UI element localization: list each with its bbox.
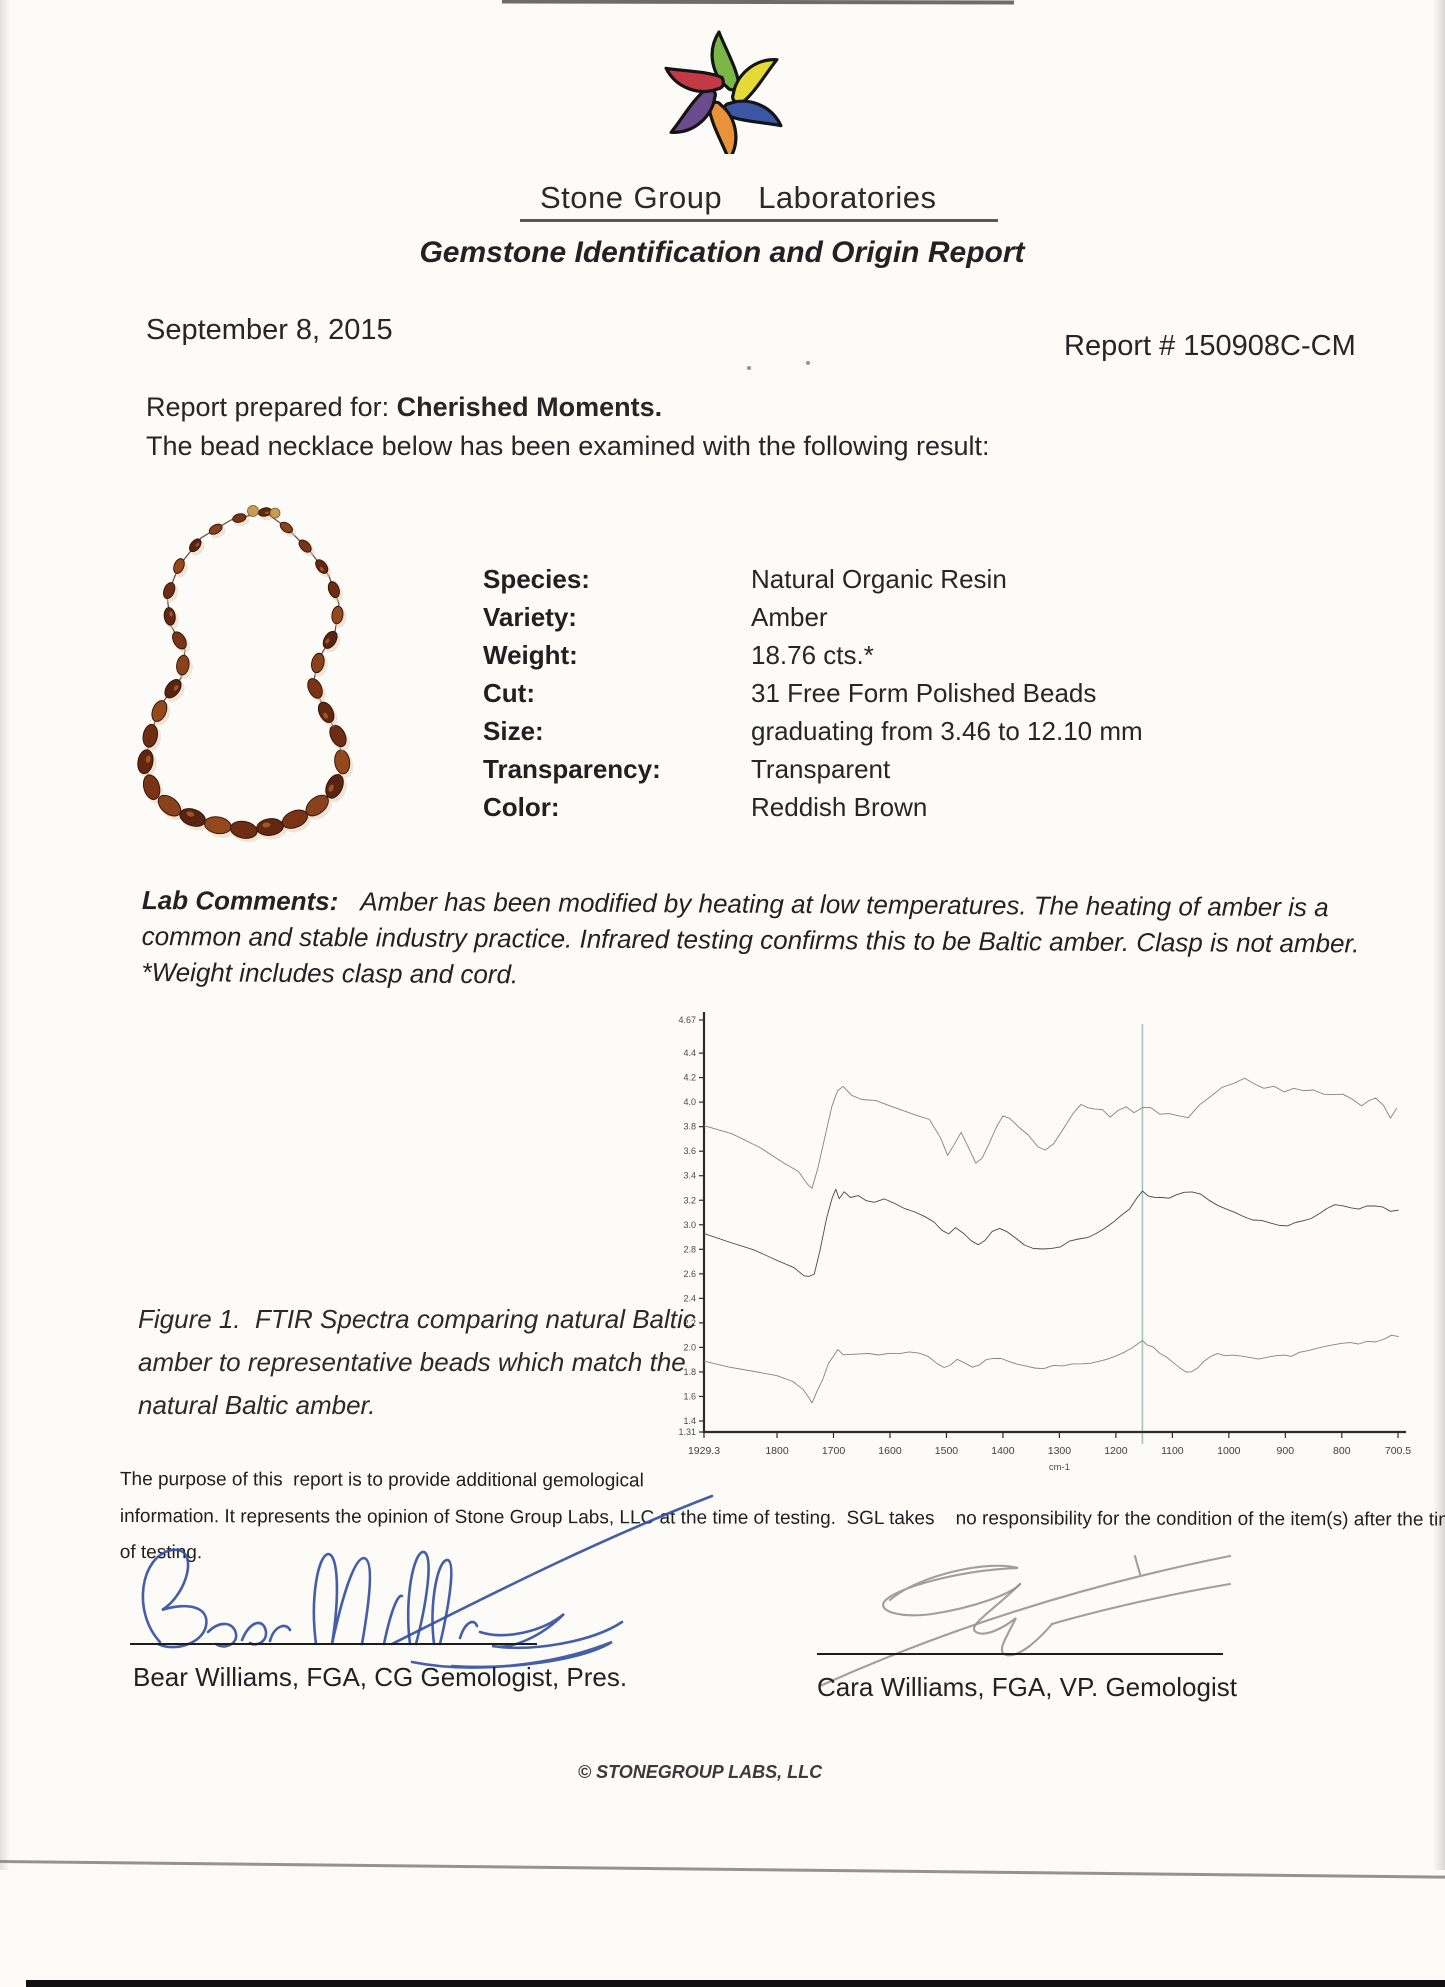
field-label: Transparency: (483, 754, 661, 784)
svg-text:1300: 1300 (1048, 1445, 1072, 1457)
field-row-variety: Variety: Amber (483, 598, 1143, 636)
examination-statement: The bead necklace below has been examine… (146, 431, 990, 461)
prepared-for-label: Report prepared for: (146, 392, 397, 422)
field-value: Natural Organic Resin (751, 564, 1007, 594)
svg-text:1500: 1500 (935, 1445, 959, 1457)
svg-text:1800: 1800 (765, 1445, 789, 1457)
signature-line-left (130, 1643, 537, 1645)
lab-comments-text: Amber has been modified by heating at lo… (360, 886, 1329, 923)
brand-name: Stone Group Laboratories (540, 180, 937, 216)
field-value: Reddish Brown (751, 792, 928, 822)
field-row-color: Color: Reddish Brown (483, 788, 1143, 826)
signatory-name-cara-williams: Cara Williams, FGA, VP. Gemologist (817, 1672, 1237, 1702)
scan-edge-right (1433, 0, 1445, 1870)
scanner-bottom-strip (26, 1980, 1445, 1987)
brand-underline (520, 219, 998, 222)
cara-williams-signature-ink (818, 1554, 1232, 1688)
svg-text:1.31: 1.31 (678, 1427, 696, 1437)
signatory-name-bear-williams: Bear Williams, FGA, CG Gemologist, Pres. (133, 1662, 628, 1692)
svg-text:700.5: 700.5 (1385, 1445, 1411, 1457)
figure-caption-line: natural Baltic amber. (138, 1390, 376, 1420)
svg-text:2.2: 2.2 (683, 1318, 696, 1328)
lab-comments: Lab Comments: Amber has been modified by … (141, 882, 1382, 998)
lab-comments-label: Lab Comments: (141, 884, 339, 917)
prepared-for-line: Report prepared for: Cherished Moments. (146, 388, 990, 427)
field-row-transparency: Transparency: Transparent (483, 750, 1143, 788)
lab-comments-line: *Weight includes clasp and cord. (141, 956, 519, 990)
report-title: Gemstone Identification and Origin Repor… (419, 236, 1025, 269)
field-row-cut: Cut: 31 Free Form Polished Beads (483, 674, 1143, 712)
field-label: Species: (483, 564, 590, 594)
report-date: September 8, 2015 (146, 314, 393, 346)
svg-text:900: 900 (1277, 1445, 1295, 1457)
svg-text:1.6: 1.6 (683, 1391, 696, 1401)
svg-text:1200: 1200 (1104, 1445, 1128, 1457)
svg-text:2.8: 2.8 (683, 1244, 696, 1254)
svg-text:3.2: 3.2 (683, 1195, 696, 1205)
ftir-spectra-chart: 4.67 4.4 4.2 4.0 3.8 3.6 3.4 3.2 3.0 2.8 2.6 2.4 2.2… (678, 1012, 1411, 1473)
brand-word-group: Group (633, 180, 723, 215)
field-label: Variety: (483, 602, 577, 632)
field-value: Amber (751, 602, 828, 632)
svg-text:1000: 1000 (1217, 1445, 1241, 1457)
field-value: 18.76 cts.* (751, 640, 874, 670)
page-bottom-edge (0, 1860, 1445, 1879)
brand-word-laboratories: Laboratories (758, 180, 937, 215)
svg-text:1100: 1100 (1161, 1445, 1184, 1457)
svg-text:2.0: 2.0 (683, 1342, 696, 1352)
figure-caption: Figure 1. FTIR Spectra comparing natural… (138, 1298, 696, 1427)
field-row-species: Species: Natural Organic Resin (483, 560, 1143, 598)
copyright-note: © STONEGROUP LABS, LLC (577, 1762, 823, 1782)
intro-block: Report prepared for: Cherished Moments. … (146, 388, 990, 466)
field-value: 31 Free Form Polished Beads (751, 678, 1097, 708)
scan-speck (806, 361, 810, 365)
amber-bead-necklace-photo (137, 505, 354, 843)
svg-text:1.8: 1.8 (683, 1367, 696, 1377)
field-label: Weight: (483, 640, 578, 670)
field-value: graduating from 3.46 to 12.10 mm (751, 716, 1143, 746)
svg-text:1929.3: 1929.3 (688, 1445, 720, 1457)
svg-text:3.8: 3.8 (683, 1122, 696, 1132)
client-name: Cherished Moments. (396, 392, 663, 422)
svg-text:4.4: 4.4 (683, 1048, 696, 1058)
scan-speck (747, 366, 751, 370)
svg-text:3.0: 3.0 (683, 1220, 696, 1230)
field-label: Size: (483, 716, 544, 746)
svg-text:3.6: 3.6 (683, 1146, 696, 1156)
scan-top-streak (501, 0, 1015, 5)
field-label: Cut: (483, 678, 535, 708)
bear-williams-signature-ink (141, 1494, 714, 1669)
field-value: Transparent (751, 754, 891, 784)
stone-group-labs-pinwheel-logo-icon (664, 30, 783, 154)
svg-text:4.2: 4.2 (683, 1073, 696, 1083)
field-row-weight: Weight: 18.76 cts.* (483, 636, 1143, 674)
signature-line-right (817, 1653, 1223, 1655)
svg-text:2.6: 2.6 (683, 1269, 696, 1279)
svg-text:3.4: 3.4 (683, 1171, 696, 1181)
svg-text:1.4: 1.4 (683, 1416, 696, 1426)
svg-text:4.67: 4.67 (678, 1015, 696, 1025)
figure-caption-line: Figure 1. FTIR Spectra comparing natural… (138, 1304, 696, 1334)
svg-text:800: 800 (1333, 1445, 1351, 1457)
svg-text:1400: 1400 (991, 1445, 1015, 1457)
scan-edge-left (0, 0, 10, 1870)
figure-caption-line: amber to representative beads which matc… (138, 1347, 686, 1377)
specimen-fields: Species: Natural Organic Resin Variety: Am… (483, 560, 1143, 826)
field-row-size: Size: graduating from 3.46 to 12.10 mm (483, 712, 1143, 750)
report-number: Report # 150908C-CM (1064, 330, 1356, 362)
svg-text:4.0: 4.0 (683, 1097, 696, 1107)
svg-text:2.4: 2.4 (683, 1293, 696, 1303)
svg-text:1600: 1600 (878, 1445, 902, 1457)
svg-text:1700: 1700 (822, 1445, 846, 1457)
svg-text:cm-1: cm-1 (1049, 1462, 1070, 1473)
brand-word-stone: Stone (540, 180, 624, 215)
field-label: Color: (483, 792, 560, 822)
